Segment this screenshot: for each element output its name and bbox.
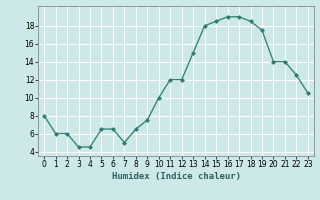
X-axis label: Humidex (Indice chaleur): Humidex (Indice chaleur) (111, 172, 241, 181)
